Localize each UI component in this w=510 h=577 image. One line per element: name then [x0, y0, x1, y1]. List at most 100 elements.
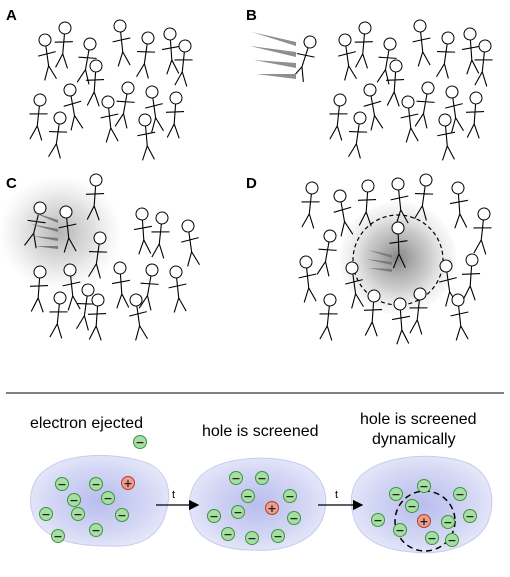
svg-text:−: −	[419, 480, 428, 493]
stick-figure-crowds	[24, 19, 493, 345]
stick-figure	[333, 189, 354, 237]
svg-text:+: +	[267, 502, 276, 515]
stick-figure	[414, 173, 434, 221]
svg-text:−: −	[257, 472, 266, 485]
stick-figure	[129, 293, 148, 341]
stick-figure	[298, 255, 317, 303]
svg-text:−: −	[91, 478, 100, 491]
time-arrow-1-label: t	[172, 489, 175, 501]
svg-text:−: −	[373, 514, 382, 527]
panel-label-c: C	[6, 175, 17, 192]
stick-figure	[85, 59, 105, 107]
stick-figure	[319, 293, 338, 341]
svg-text:−: −	[447, 534, 456, 547]
hole-marker: +	[417, 514, 431, 528]
stick-figure	[409, 287, 428, 335]
stick-figure	[24, 201, 47, 249]
motion-lines-d	[366, 250, 392, 272]
svg-text:−: −	[285, 490, 294, 503]
svg-text:−: −	[103, 492, 112, 505]
stick-figure	[437, 113, 456, 161]
electron-marker: −	[55, 477, 69, 491]
caption-hole-screened-dynamic-line1: hole is screened	[360, 411, 477, 428]
stick-figure	[449, 181, 468, 229]
stick-figure	[151, 211, 170, 259]
stick-figure	[363, 83, 384, 131]
svg-text:−: −	[455, 488, 464, 501]
svg-text:−: −	[273, 530, 282, 543]
electron-marker: −	[255, 471, 269, 485]
stick-figure	[181, 219, 200, 267]
stick-figure	[348, 111, 368, 159]
stick-figure	[29, 265, 49, 313]
stick-figure	[137, 113, 156, 161]
crowd-panel-b	[291, 19, 493, 161]
stick-figure	[87, 293, 107, 341]
panel-label-d: D	[246, 175, 257, 192]
electron-marker: −	[241, 489, 255, 503]
electron-marker: −	[463, 509, 477, 523]
svg-text:−: −	[427, 532, 436, 545]
svg-text:−: −	[407, 500, 416, 513]
stick-figure	[439, 259, 458, 307]
stick-figure	[474, 39, 493, 87]
stick-figure	[301, 181, 320, 229]
svg-text:−: −	[395, 524, 404, 537]
stick-figure	[85, 173, 105, 221]
crowd-panel-c	[24, 173, 200, 341]
stick-figure	[58, 205, 77, 253]
electron-marker: −	[51, 529, 65, 543]
stick-figure	[329, 93, 348, 141]
stick-figure	[111, 261, 130, 309]
stick-figure	[62, 263, 81, 311]
electron-marker: −	[207, 509, 221, 523]
svg-text:−: −	[231, 472, 240, 485]
hole-marker: +	[265, 501, 279, 515]
stick-figure	[76, 283, 96, 331]
stick-figure	[363, 289, 383, 337]
stick-figure	[461, 253, 481, 301]
electron-marker: −	[101, 491, 115, 505]
electron-marker: −	[389, 487, 403, 501]
charge-markers: −− −− −− − −−−+ − −− −− − −− − −+−− −−−− −−− −+	[39, 435, 477, 547]
hole-marker: +	[121, 476, 135, 490]
stick-figure	[63, 83, 84, 131]
svg-text:−: −	[117, 509, 126, 522]
electron-marker: −	[89, 523, 103, 537]
svg-text:−: −	[465, 510, 474, 523]
stick-figure	[54, 21, 73, 69]
stick-figure	[376, 37, 397, 85]
electron-marker: −	[445, 533, 459, 547]
caption-electron-ejected: electron ejected	[30, 415, 143, 432]
stick-figure	[174, 39, 193, 87]
panel-label-b: B	[246, 7, 257, 24]
stick-figure	[414, 81, 435, 129]
electron-marker: −	[71, 507, 85, 521]
svg-text:−: −	[233, 506, 242, 519]
stick-figure	[133, 207, 152, 255]
stick-figure	[357, 179, 377, 227]
electron-marker: −	[229, 471, 243, 485]
electron-marker: −	[39, 507, 53, 521]
stick-figure	[445, 85, 464, 133]
stick-figure	[161, 27, 180, 75]
stick-figure	[76, 37, 97, 85]
stick-figure	[145, 85, 164, 133]
stick-figure	[38, 33, 57, 81]
svg-text:−: −	[53, 530, 62, 543]
caption-hole-screened-dynamic-line2: dynamically	[372, 431, 456, 448]
svg-text:−: −	[41, 508, 50, 521]
stick-figure	[49, 291, 68, 339]
electron-marker: −	[405, 499, 419, 513]
svg-text:−: −	[391, 488, 400, 501]
svg-text:−: −	[91, 524, 100, 537]
electron-marker: −	[67, 493, 81, 507]
svg-text:−: −	[243, 490, 252, 503]
motion-lines-b	[250, 32, 296, 79]
stick-figure	[316, 229, 337, 277]
electron-marker: −	[271, 529, 285, 543]
stick-figure	[138, 263, 159, 311]
electron-marker: −	[115, 508, 129, 522]
stick-figure	[112, 19, 131, 67]
